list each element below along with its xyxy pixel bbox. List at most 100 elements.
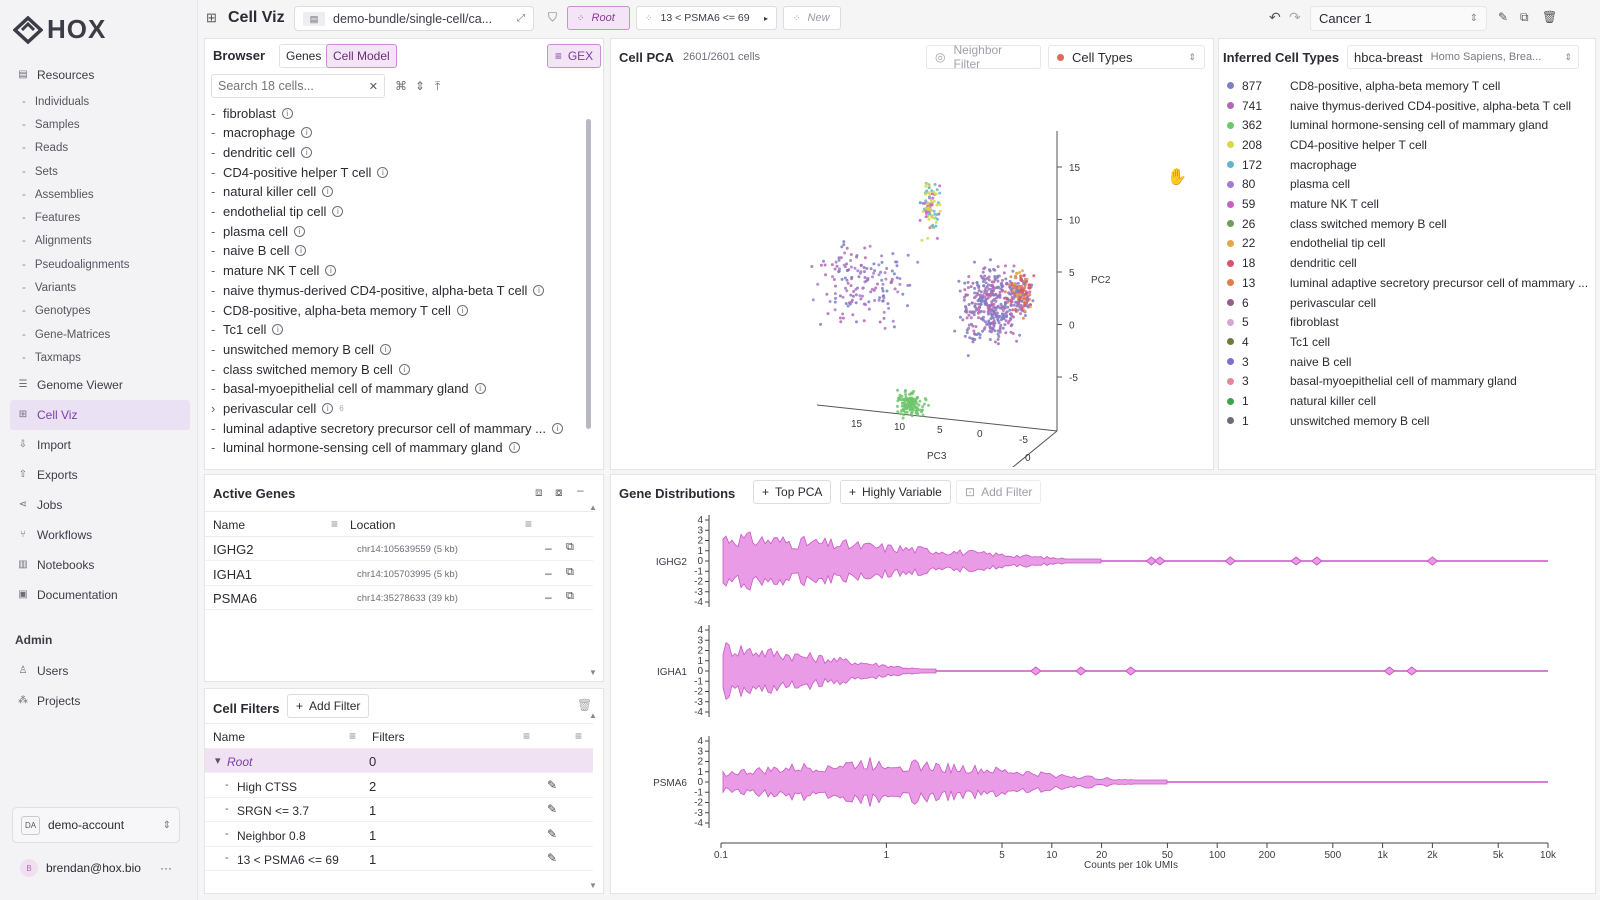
edit-icon[interactable]: ✎ (547, 851, 558, 865)
collapse-all-icon[interactable]: ⧈ (535, 485, 543, 499)
table-row[interactable]: PSMA6 chr14:35278633 (39 kb) – ⧉ (205, 586, 593, 610)
info-icon[interactable]: i (377, 166, 389, 178)
legend-item[interactable]: 5 fibroblast (1227, 312, 1339, 332)
sidebar-item-documentation[interactable]: ▣ Documentation (10, 580, 190, 610)
column-menu-icon[interactable]: ≡ (331, 517, 339, 531)
info-icon[interactable]: i (551, 422, 563, 434)
legend-item[interactable]: 3 basal-myoepithelial cell of mammary gla… (1227, 372, 1517, 392)
copy-icon[interactable]: ⧉ (1520, 10, 1529, 24)
sidebar-subitem-gene-matrices[interactable]: - Gene-Matrices (10, 323, 190, 346)
sidebar-subitem-alignments[interactable]: - Alignments (10, 230, 190, 253)
info-icon[interactable]: i (508, 442, 520, 454)
legend-item[interactable]: 22 endothelial tip cell (1227, 234, 1385, 254)
list-item[interactable]: - naive B cell i (211, 241, 307, 261)
sidebar-subitem-individuals[interactable]: - Individuals (10, 90, 190, 113)
list-item[interactable]: - macrophage i (211, 123, 313, 143)
col-name[interactable]: Name (213, 518, 246, 532)
list-item[interactable]: - mature NK T cell i (211, 261, 337, 281)
refresh-icon[interactable]: ⤢ (517, 13, 525, 24)
list-item[interactable]: - natural killer cell i (211, 182, 334, 202)
highly-variable-button[interactable]: + Highly Variable (840, 480, 951, 504)
list-item[interactable]: › perivascular cell i 6 (211, 399, 344, 419)
hox-logo[interactable]: HOX (13, 14, 106, 45)
remove-gene-icon[interactable]: – (545, 565, 552, 580)
scroll-down-icon[interactable]: ▼ (589, 881, 597, 890)
legend-item[interactable]: 877 CD8-positive, alpha-beta memory T cel… (1227, 76, 1500, 96)
clear-icon[interactable]: ✕ (368, 80, 378, 93)
table-row[interactable]: IGHA1 chr14:105703995 (5 kb) – ⧉ (205, 562, 593, 586)
sidebar-subitem-samples[interactable]: - Samples (10, 113, 190, 136)
redo-icon[interactable]: ↷ (1289, 9, 1301, 25)
sidebar-item-import[interactable]: ⇩ Import (10, 430, 190, 460)
filter-row[interactable]: -13 < PSMA6 <= 69 1 ✎ (205, 847, 593, 871)
sidebar-item-cell-viz[interactable]: ⊞ Cell Viz (10, 399, 190, 430)
cell-search[interactable]: ✕ (211, 74, 385, 98)
bundle-selector[interactable]: ▤ demo-bundle/single-cell/ca... ⤢ (294, 6, 534, 31)
legend-item[interactable]: 4 Tc1 cell (1227, 332, 1330, 352)
reference-select[interactable]: hbca-breast Homo Sapiens, Brea... ⇕ (1347, 45, 1579, 69)
account-switcher[interactable]: DA demo-account ⇕ (12, 807, 180, 843)
sidebar-subitem-features[interactable]: - Features (10, 206, 190, 229)
scroll-up-icon[interactable]: ▲ (589, 711, 597, 720)
sidebar-item-genome-viewer[interactable]: ☰ Genome Viewer (10, 370, 190, 400)
sidebar-item-resources[interactable]: ▤ Resources (10, 60, 190, 90)
collapse-icon[interactable]: ⤒ (435, 79, 441, 93)
info-icon[interactable]: i (301, 146, 313, 158)
info-icon[interactable]: i (272, 324, 284, 336)
legend-item[interactable]: 1 natural killer cell (1227, 391, 1376, 411)
scroll-up-icon[interactable]: ▲ (589, 503, 597, 512)
info-icon[interactable]: i (322, 403, 334, 414)
list-item[interactable]: - naive thymus-derived CD4-positive, alph… (211, 280, 545, 300)
info-icon[interactable]: i (295, 245, 307, 257)
sidebar-subitem-assemblies[interactable]: - Assemblies (10, 183, 190, 206)
trash-icon[interactable]: 🗑 (577, 698, 593, 712)
info-icon[interactable]: i (533, 284, 545, 296)
active-filter-chip[interactable]: ⁘ 13 < PSMA6 <= 69 ▸ (636, 6, 777, 30)
legend-item[interactable]: 13 luminal adaptive secretory precursor c… (1227, 273, 1588, 293)
info-icon[interactable]: i (294, 225, 306, 237)
filter-row[interactable]: - SRGN <= 3.7 1 ✎ (205, 798, 593, 822)
list-item[interactable]: - CD8-positive, alpha-beta memory T cell i (211, 300, 468, 320)
open-external-icon[interactable]: ⧉ (566, 590, 574, 602)
list-item[interactable]: - luminal adaptive secretory precursor ce… (211, 418, 563, 438)
list-item[interactable]: - Tc1 cell i (211, 320, 284, 340)
color-by-select[interactable]: Cell Types ⇕ (1048, 45, 1205, 69)
root-chip[interactable]: ⁘ Root (567, 6, 630, 30)
remove-gene-icon[interactable]: – (545, 541, 552, 555)
col-filters[interactable]: Filters (372, 730, 405, 744)
edit-icon[interactable]: ✎ (1498, 10, 1509, 24)
legend-item[interactable]: 362 luminal hormone-sensing cell of mamma… (1227, 115, 1548, 135)
sidebar-subitem-sets[interactable]: - Sets (10, 160, 190, 183)
sidebar-item-projects[interactable]: ⁂ Projects (10, 686, 190, 716)
list-item[interactable]: - dendritic cell i (211, 142, 313, 162)
remove-gene-icon[interactable]: – (545, 590, 552, 604)
top-pca-button[interactable]: + Top PCA (753, 480, 832, 504)
info-icon[interactable]: i (281, 107, 293, 119)
sidebar-subitem-genotypes[interactable]: - Genotypes (10, 300, 190, 323)
legend-item[interactable]: 172 macrophage (1227, 155, 1357, 175)
list-item[interactable]: - basal-myoepithelial cell of mammary gla… (211, 379, 486, 399)
legend-item[interactable]: 80 plasma cell (1227, 175, 1350, 195)
tab-genes[interactable]: Genes (279, 44, 329, 68)
sidebar-subitem-taxmaps[interactable]: - Taxmaps (10, 346, 190, 369)
sidebar-item-users[interactable]: ♙ Users (10, 656, 190, 686)
legend-item[interactable]: 6 perivascular cell (1227, 293, 1376, 313)
list-item[interactable]: - class switched memory B cell i (211, 359, 410, 379)
edit-icon[interactable]: ✎ (547, 777, 558, 792)
col-name[interactable]: Name (213, 730, 246, 744)
info-icon[interactable]: i (380, 343, 391, 355)
open-external-icon[interactable]: ⧉ (566, 541, 574, 553)
user-menu[interactable]: B brendan@hox.bio ··· (12, 855, 180, 881)
scrollbar[interactable] (586, 111, 592, 466)
column-menu-icon[interactable]: ≡ (349, 729, 357, 743)
sidebar-subitem-reads[interactable]: - Reads (10, 137, 190, 160)
info-icon[interactable]: i (325, 265, 337, 277)
scroll-thumb[interactable] (586, 119, 591, 429)
scroll-down-icon[interactable]: ▼ (589, 668, 597, 677)
minimize-icon[interactable]: – (577, 483, 584, 497)
col-location[interactable]: Location (350, 518, 396, 532)
undo-icon[interactable]: ↶ (1269, 9, 1281, 25)
info-icon[interactable]: i (322, 186, 334, 198)
